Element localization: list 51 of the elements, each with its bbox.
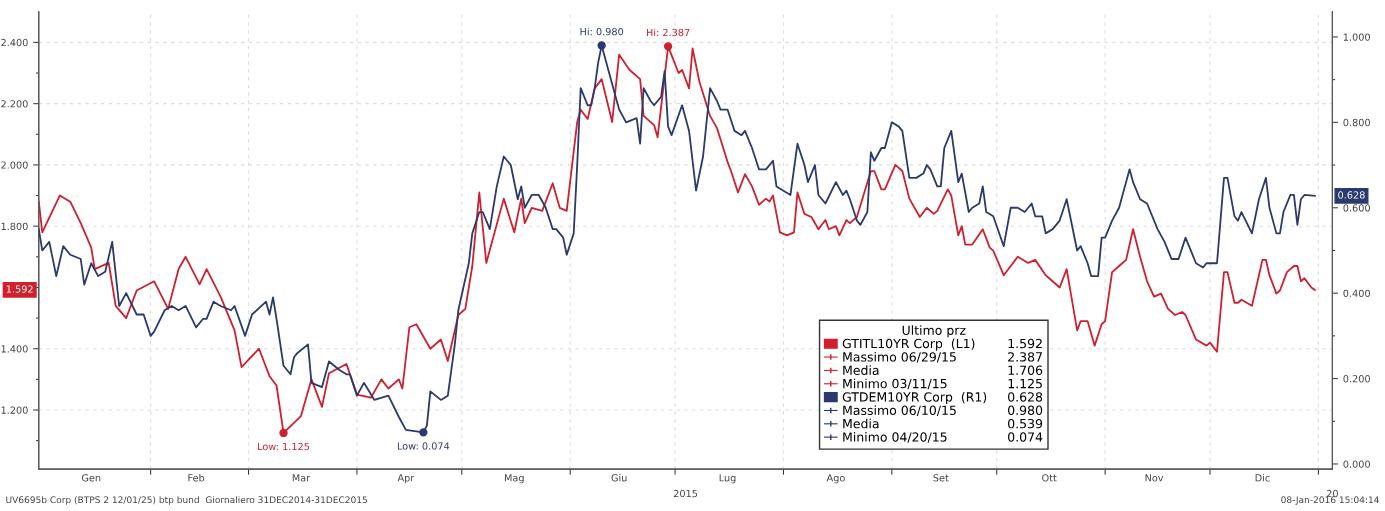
x-tick-label: Gen: [81, 474, 101, 482]
text: 2015: [673, 489, 698, 498]
x-tick-label: Ago: [826, 474, 845, 484]
annotation: 1.125: [1008, 378, 1042, 389]
x-tick-label: Lug: [719, 474, 736, 484]
x-tick-label: Set: [933, 474, 949, 482]
annotation: Massimo 06/10/15: [843, 405, 956, 416]
annotation: 0.539: [1008, 418, 1043, 429]
annotation: Hi: 0.980: [580, 27, 624, 36]
annotation: 1.706: [1008, 365, 1043, 375]
y2-tick-label: 0.000: [1343, 460, 1370, 468]
annotation: Massimo 06/29/15: [843, 351, 956, 363]
y-tick-label: 1.400: [1, 345, 28, 353]
y-tick-label: 2.200: [1, 100, 28, 108]
y2-tick-label: 0.400: [1343, 289, 1370, 297]
x-tick-label: Nov: [1145, 474, 1164, 482]
annotation: Low: 1.125: [258, 442, 310, 451]
x-tick-label: Ott: [1042, 474, 1057, 482]
annotation: 0.980: [1008, 405, 1043, 416]
text: 20: [1326, 489, 1338, 498]
x-tick-label: Apr: [397, 474, 415, 484]
x-tick-label: Feb: [188, 473, 205, 482]
text: UV6695b Corp (BTPS 2 12/01/25) btp bund Giornaliero 31DEC2014-31DEC2015: [6, 496, 367, 505]
x-tick-label: Mag: [504, 474, 524, 484]
annotation: 2.387: [1008, 352, 1042, 362]
annotation: Media: [843, 418, 879, 429]
y2-tick-label: 0.600: [1343, 204, 1370, 212]
text: 1.592: [6, 285, 33, 293]
annotation: 0.074: [1008, 432, 1043, 442]
y2-tick-label: 0.200: [1343, 375, 1370, 383]
annotation: 1.592: [1008, 338, 1042, 349]
annotation: Media: [843, 365, 879, 375]
y2-tick-label: 1.000: [1343, 33, 1370, 41]
legend-label: GTITL10YR Corp (L1): [842, 338, 975, 351]
y-tick-label: 2.400: [1, 38, 28, 47]
y-tick-label: 1.200: [1, 406, 28, 414]
x-tick-label: Mar: [292, 474, 311, 482]
annotation: 0.628: [1008, 392, 1043, 402]
annotation: Minimo 03/11/15: [843, 378, 947, 390]
y-tick-label: 1.800: [1, 222, 28, 231]
annotation: Hi: 2.387: [646, 28, 690, 37]
y2-tick-label: 0.800: [1343, 118, 1370, 127]
text: 08-Jan-2016 15:04:14: [1281, 496, 1379, 505]
x-tick-label: Dic: [1255, 473, 1270, 482]
y-tick-label: 2.000: [1, 161, 28, 169]
annotation: Low: 0.074: [397, 442, 450, 450]
legend-title: Ultimo prz: [902, 325, 966, 338]
legend-label: GTDEM10YR Corp (R1): [842, 392, 987, 405]
text: 0.628: [1338, 191, 1365, 199]
annotation: Minimo 04/20/15: [843, 432, 947, 443]
x-tick-label: Giu: [611, 473, 627, 482]
